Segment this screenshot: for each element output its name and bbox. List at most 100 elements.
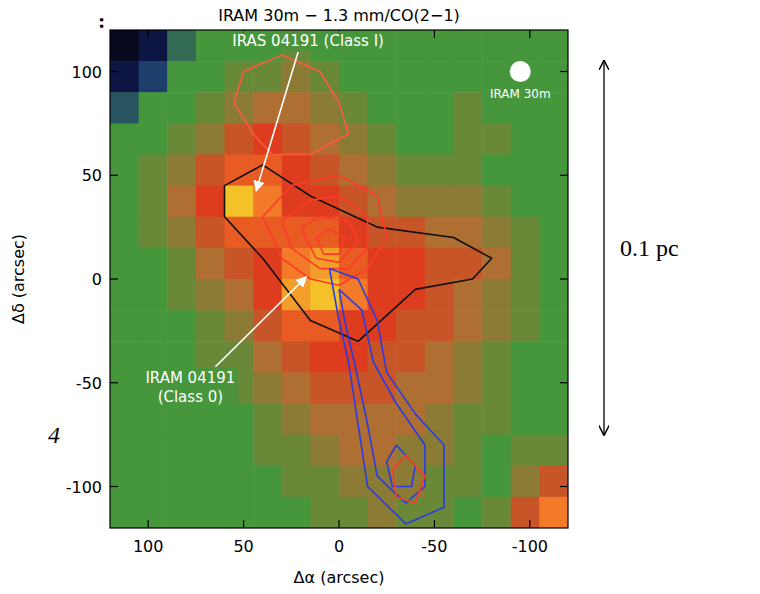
beam-label: IRAM 30m: [490, 87, 551, 101]
map-cell: [253, 372, 282, 404]
map-cell: [110, 466, 139, 498]
tick-label: -100: [66, 478, 102, 497]
map-cell: [425, 92, 454, 124]
map-cell: [167, 61, 196, 93]
map-cell: [511, 123, 540, 155]
map-cell: [368, 92, 397, 124]
map-cell: [368, 310, 397, 342]
tick: [148, 30, 149, 38]
contour: [339, 289, 425, 503]
contour: [387, 445, 416, 487]
map-cell: [282, 248, 311, 280]
annotation-text: IRAS 04191 (Class I): [232, 32, 384, 50]
title: IRAM 30m − 1.3 mm/CO(2−1): [218, 6, 460, 25]
tick: [529, 520, 530, 528]
tick-label: -100: [512, 537, 548, 556]
map-cell: [167, 92, 196, 124]
arrow: [215, 277, 306, 367]
map-cell: [539, 248, 568, 280]
map-cell: [110, 404, 139, 436]
map-cell: [396, 279, 425, 311]
annotation-text: (Class 0): [158, 388, 223, 406]
map-cell: [539, 30, 568, 62]
map-cell: [454, 372, 483, 404]
map-cell: [368, 248, 397, 280]
map-cell: [167, 248, 196, 280]
map-cell: [511, 248, 540, 280]
map-cell: [368, 404, 397, 436]
map-cell: [339, 61, 368, 93]
map-cell: [253, 497, 282, 528]
map-cell: [482, 497, 511, 528]
axis-title: Δα (arcsec): [294, 568, 385, 587]
map-cell: [454, 61, 483, 93]
chart: IRAM 30m100500-50-100-100-50050100IRAM 3…: [0, 0, 760, 594]
beam: [510, 61, 531, 82]
plot-frame: [110, 30, 568, 528]
map-cell: [139, 30, 168, 62]
tick: [110, 486, 118, 487]
map-cell: [482, 155, 511, 187]
map-cell: [396, 61, 425, 93]
map-cell: [511, 217, 540, 249]
map-cell: [539, 341, 568, 373]
map-cell: [139, 155, 168, 187]
map-cell: [482, 30, 511, 62]
map-cell: [282, 155, 311, 187]
tick-label: 0: [92, 270, 102, 289]
map-cell: [454, 30, 483, 62]
map-cell: [167, 466, 196, 498]
map-cell: [253, 186, 282, 218]
map-cell: [539, 123, 568, 155]
map-cell: [511, 310, 540, 342]
contour: [330, 269, 445, 524]
map-cell: [396, 186, 425, 218]
map-cell: [110, 217, 139, 249]
map-cell: [139, 186, 168, 218]
contour: [282, 196, 368, 269]
tick: [560, 278, 568, 279]
fragment: 4: [48, 422, 60, 448]
map-cell: [110, 155, 139, 187]
tick: [560, 175, 568, 176]
map-cell: [282, 404, 311, 436]
map-cell: [539, 435, 568, 467]
tick: [338, 520, 339, 528]
map-cell: [454, 217, 483, 249]
map-cell: [368, 61, 397, 93]
map-cell: [110, 92, 139, 124]
map-cell: [454, 279, 483, 311]
map-cell: [282, 341, 311, 373]
tick-label: 50: [233, 537, 253, 556]
map-cell: [539, 155, 568, 187]
map-cell: [282, 466, 311, 498]
map-cell: [339, 279, 368, 311]
map-cell: [225, 466, 254, 498]
map-cell: [196, 279, 225, 311]
tick: [560, 71, 568, 72]
map-cell: [396, 248, 425, 280]
map-cell: [396, 30, 425, 62]
map-cell: [110, 248, 139, 280]
map-cell: [482, 310, 511, 342]
map-cell: [282, 497, 311, 528]
map-cell: [253, 217, 282, 249]
contour: [301, 217, 358, 263]
map-cell: [368, 279, 397, 311]
contour: [234, 55, 349, 155]
map-cell: [110, 61, 139, 93]
map-cell: [396, 92, 425, 124]
map-cell: [310, 155, 339, 187]
axis-title: Δδ (arcsec): [9, 234, 28, 324]
map-cell: [139, 497, 168, 528]
map-cell: [225, 497, 254, 528]
map-cell: [196, 186, 225, 218]
map-cell: [225, 279, 254, 311]
map-cell: [253, 155, 282, 187]
map-cell: [139, 404, 168, 436]
map-cell: [225, 310, 254, 342]
map-cell: [339, 123, 368, 155]
map-cell: [139, 123, 168, 155]
contour: [392, 455, 425, 503]
map-cell: [454, 92, 483, 124]
